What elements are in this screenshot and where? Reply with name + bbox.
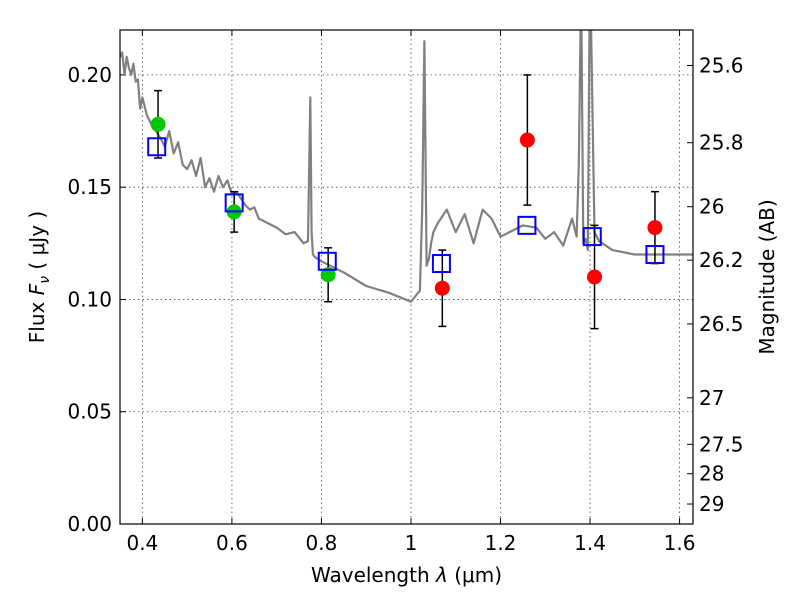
x-axis-label: Wavelength λ (μm) xyxy=(311,563,502,587)
y2-axis-label: Magnitude (AB) xyxy=(755,199,779,354)
model-photometry-point xyxy=(645,245,665,265)
axis-labels: 0.4 0.6 0.8 1 1.2 1.4 1.6 0.00 0.05 0.10 0.15 0.20 2… xyxy=(25,53,779,587)
y-axis-label: Flux Fν ( μJy ) xyxy=(25,211,53,343)
x-tick-label: 1.6 xyxy=(664,531,696,555)
model-photometry-point xyxy=(582,227,602,247)
y2-tick-label: 26.2 xyxy=(699,248,744,272)
axis-ticks xyxy=(120,30,693,525)
y-tick-label: 0.00 xyxy=(67,512,112,536)
data-point xyxy=(150,116,166,132)
grid xyxy=(120,30,693,525)
y2-tick-label: 25.8 xyxy=(699,131,744,155)
model-photometry-point xyxy=(147,137,167,157)
x-tick-label: 0.4 xyxy=(126,531,158,555)
x-tick-label: 1 xyxy=(405,531,418,555)
model-spectrum-line xyxy=(120,30,693,303)
y-tick-label: 0.05 xyxy=(67,400,112,424)
y-tick-label: 0.15 xyxy=(67,175,112,199)
model-photometry-point xyxy=(317,251,337,271)
x-tick-label: 0.6 xyxy=(216,531,248,555)
x-tick-label: 1.4 xyxy=(574,531,606,555)
y2-tick-label: 25.6 xyxy=(699,53,744,77)
plot-area xyxy=(120,30,693,330)
data-point xyxy=(434,280,450,296)
model-photometry-point xyxy=(224,193,244,213)
x-tick-label: 1.2 xyxy=(485,531,517,555)
data-point xyxy=(519,132,535,148)
y2-tick-label: 27.5 xyxy=(699,432,744,456)
plot-frame xyxy=(119,29,694,525)
y-tick-label: 0.10 xyxy=(67,287,112,311)
y2-tick-label: 26.5 xyxy=(699,312,744,336)
y2-tick-label: 26 xyxy=(699,195,724,219)
y2-tick-label: 29 xyxy=(699,492,724,516)
model-photometry-point xyxy=(517,215,537,235)
data-point xyxy=(647,220,663,236)
data-point xyxy=(320,267,336,283)
y2-tick-label: 27 xyxy=(699,386,724,410)
y2-tick-label: 28 xyxy=(699,462,724,486)
data-point xyxy=(587,269,603,285)
x-tick-label: 0.8 xyxy=(306,531,338,555)
model-photometry-point xyxy=(431,254,451,274)
y-tick-label: 0.20 xyxy=(67,63,112,87)
